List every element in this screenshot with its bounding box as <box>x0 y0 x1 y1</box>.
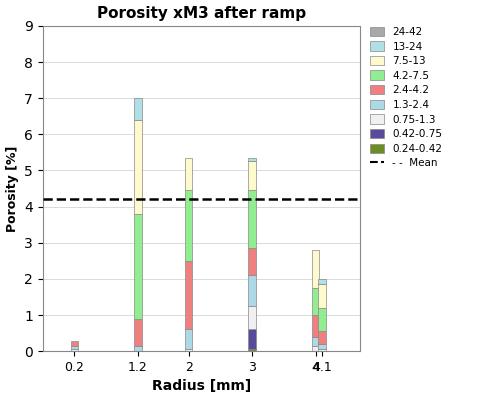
Bar <box>318 344 326 350</box>
X-axis label: Radius [mm]: Radius [mm] <box>152 379 251 393</box>
Bar <box>248 330 256 350</box>
Bar <box>318 331 326 344</box>
Bar <box>70 349 78 351</box>
Bar <box>185 350 192 351</box>
Bar <box>134 346 141 351</box>
Bar <box>185 190 192 261</box>
Bar <box>248 248 256 275</box>
Bar <box>312 337 320 346</box>
Title: Porosity xM3 after ramp: Porosity xM3 after ramp <box>97 6 306 21</box>
Y-axis label: Porosity [%]: Porosity [%] <box>6 145 18 232</box>
Bar <box>312 346 320 351</box>
Bar <box>134 319 141 346</box>
Bar <box>248 158 256 162</box>
Bar <box>318 284 326 308</box>
Bar <box>70 346 78 349</box>
Bar <box>134 120 141 214</box>
Bar <box>312 315 320 337</box>
Bar <box>248 350 256 351</box>
Bar <box>248 306 256 330</box>
Bar <box>318 350 326 351</box>
Bar <box>185 330 192 350</box>
Bar <box>248 162 256 190</box>
Bar <box>185 261 192 330</box>
Bar <box>134 98 141 120</box>
Legend: 24-42, 13-24, 7.5-13, 4.2-7.5, 2.4-4.2, 1.3-2.4, 0.75-1.3, 0.42-0.75, 0.24-0.42,: 24-42, 13-24, 7.5-13, 4.2-7.5, 2.4-4.2, … <box>368 25 444 170</box>
Bar <box>185 158 192 190</box>
Bar <box>312 250 320 288</box>
Bar <box>312 288 320 315</box>
Bar <box>70 341 78 346</box>
Bar <box>248 275 256 306</box>
Bar <box>318 279 326 284</box>
Bar <box>248 190 256 248</box>
Bar <box>134 214 141 319</box>
Bar <box>318 308 326 331</box>
